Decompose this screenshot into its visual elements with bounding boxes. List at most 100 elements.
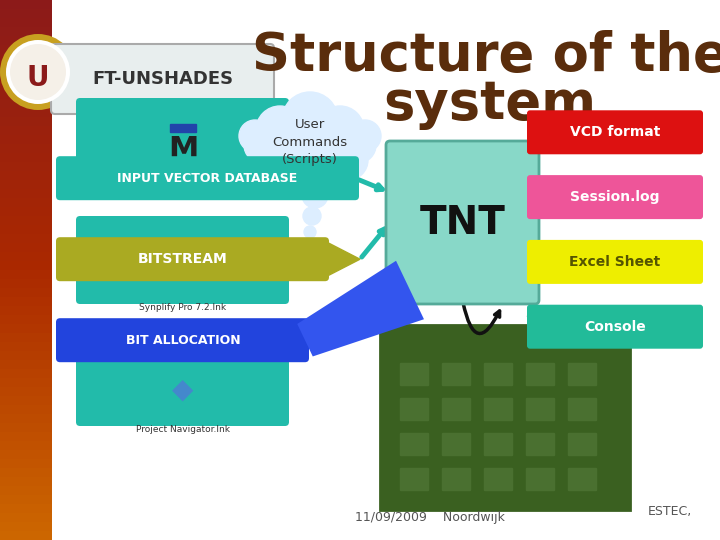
Circle shape [303,207,321,225]
Text: INPUT VECTOR DATABASE: INPUT VECTOR DATABASE [117,172,297,185]
Bar [400,468,428,490]
Bar [400,398,428,420]
Circle shape [0,34,76,110]
Text: Excel Sheet: Excel Sheet [570,255,661,269]
Bar [0,405,52,414]
Bar [0,360,52,369]
Bar [442,468,470,490]
Bar [0,117,52,126]
Bar [0,81,52,90]
Polygon shape [297,241,433,356]
Bar [0,45,52,54]
Bar [0,171,52,180]
Bar [568,363,596,385]
Bar [0,36,52,45]
FancyBboxPatch shape [76,216,289,304]
Bar [0,243,52,252]
FancyBboxPatch shape [76,98,289,186]
FancyBboxPatch shape [56,237,329,281]
Bar [0,432,52,441]
Circle shape [239,120,271,152]
FancyBboxPatch shape [386,141,539,304]
Bar [0,18,52,27]
Circle shape [256,106,304,154]
Bar [0,279,52,288]
Text: Project Navigator.lnk: Project Navigator.lnk [136,426,230,435]
Text: system: system [384,78,596,130]
FancyBboxPatch shape [527,175,703,219]
Text: ModelSim SE 5.8d.lnk: ModelSim SE 5.8d.lnk [134,186,232,194]
Text: BITSTREAM: BITSTREAM [138,252,228,266]
FancyBboxPatch shape [56,318,309,362]
Bar [526,433,554,455]
Bar [0,27,52,36]
Circle shape [282,92,338,148]
Bar [400,363,428,385]
Bar [0,126,52,135]
Bar [0,99,52,108]
Bar [0,441,52,450]
Text: Structure of the: Structure of the [251,30,720,82]
Bar [0,270,52,279]
Bar [0,378,52,387]
FancyBboxPatch shape [527,240,703,284]
Bar [0,288,52,297]
FancyBboxPatch shape [56,156,359,200]
Bar [0,414,52,423]
Circle shape [316,106,364,154]
Text: User
Commands
(Scripts): User Commands (Scripts) [272,118,348,165]
Text: U: U [27,64,49,92]
Text: S: S [172,253,194,282]
Bar [0,153,52,162]
Bar [0,180,52,189]
Bar [0,450,52,459]
Bar [0,297,52,306]
FancyBboxPatch shape [527,305,703,349]
Bar [0,315,52,324]
Bar [442,363,470,385]
Bar [380,325,630,510]
Bar [484,433,512,455]
Bar [0,198,52,207]
Bar [400,433,428,455]
Bar [0,207,52,216]
Bar [0,324,52,333]
Bar [0,234,52,243]
Text: ESTEC,: ESTEC, [648,505,692,518]
Bar [442,398,470,420]
Bar [526,363,554,385]
Bar [0,522,52,531]
Bar [0,162,52,171]
Bar [442,433,470,455]
Bar [0,486,52,495]
Bar [0,387,52,396]
Text: 11/09/2009    Noordwijk: 11/09/2009 Noordwijk [355,511,505,524]
Bar [0,459,52,468]
Text: VCD format: VCD format [570,125,660,139]
Bar [0,9,52,18]
Circle shape [304,226,316,238]
Bar [0,72,52,81]
Bar [0,135,52,144]
Circle shape [302,182,328,208]
Text: Console: Console [584,320,646,334]
Circle shape [349,120,381,152]
Bar [0,369,52,378]
Bar [0,423,52,432]
Bar [0,396,52,405]
Bar [0,0,52,9]
Bar [0,504,52,513]
Bar [0,261,52,270]
FancyBboxPatch shape [51,44,274,114]
Bar [170,124,196,132]
Bar [568,468,596,490]
Circle shape [244,127,280,163]
Bar [0,216,52,225]
Bar [0,225,52,234]
Bar [0,531,52,540]
Bar [0,342,52,351]
Bar [0,189,52,198]
Circle shape [6,40,70,104]
Bar [0,477,52,486]
Bar [484,398,512,420]
